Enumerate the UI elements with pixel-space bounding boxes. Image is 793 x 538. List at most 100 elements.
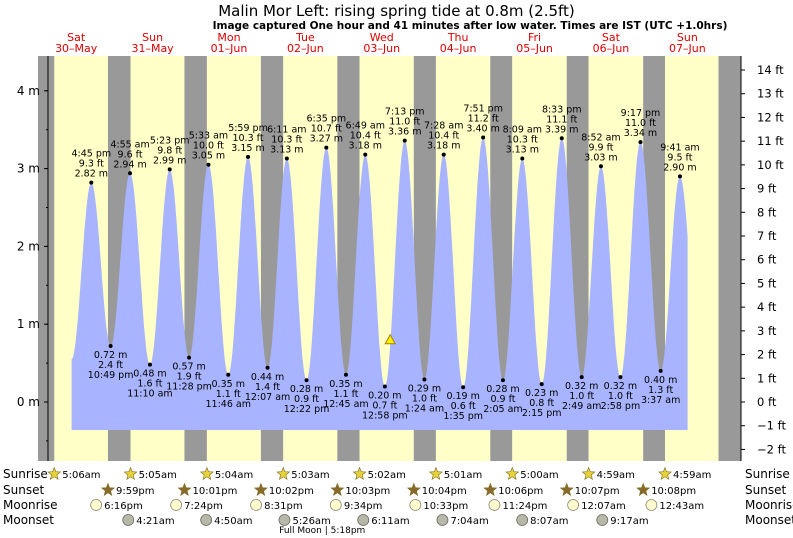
day-name-label: Tue	[295, 31, 315, 44]
low-tide-point	[500, 378, 505, 383]
high-tide-metres-label: 3.36 m	[388, 127, 421, 138]
low-tide-time-label: 2:15 pm	[522, 408, 562, 419]
full-moon-label: Full Moon | 5:18pm	[279, 526, 365, 536]
low-tide-time-label: 10:49 pm	[88, 370, 134, 381]
day-date-label: 03–Jun	[363, 42, 400, 55]
day-name-label: Sun	[677, 31, 698, 44]
high-tide-time-label: 8:33 pm	[542, 104, 582, 115]
sunset-icon	[177, 482, 192, 496]
sunrise-icon	[352, 466, 367, 480]
right-tick-label: 13 ft	[757, 87, 784, 101]
low-tide-feet-label: 1.3 ft	[648, 385, 673, 396]
low-tide-feet-label: 1.1 ft	[333, 389, 358, 400]
sunset-time: 10:07pm	[575, 486, 620, 497]
moonset-icon	[357, 514, 370, 526]
sunset-time: 10:01pm	[192, 486, 237, 497]
low-tide-time-label: 11:28 pm	[166, 382, 212, 393]
low-tide-feet-label: 0.8 ft	[529, 398, 554, 409]
moonset-time: 4:50am	[214, 516, 252, 527]
low-tide-point	[147, 362, 152, 367]
sunset-time: 10:08pm	[651, 486, 696, 497]
right-tick-label: −1 ft	[757, 419, 786, 433]
high-tide-time-label: 4:45 pm	[71, 149, 111, 160]
low-tide-time-label: 1:35 pm	[443, 411, 483, 422]
low-tide-time-label: 2:58 pm	[601, 401, 641, 412]
high-tide-feet-label: 9.8 ft	[157, 145, 182, 156]
high-tide-point	[559, 136, 564, 141]
high-tide-metres-label: 3.27 m	[310, 134, 343, 145]
row-label-left: Sunrise	[3, 467, 48, 481]
tide-area	[71, 137, 688, 430]
low-tide-time-label: 11:46 am	[206, 399, 251, 410]
high-tide-time-label: 6:49 am	[346, 121, 385, 132]
sunset-icon	[253, 482, 268, 496]
day-date-label: 05–Jun	[516, 42, 553, 55]
low-tide-point	[187, 355, 192, 360]
high-tide-time-label: 7:13 pm	[385, 107, 425, 118]
high-tide-point	[89, 180, 94, 185]
high-tide-point	[324, 145, 329, 150]
high-tide-time-label: 6:35 pm	[306, 114, 346, 125]
right-tick-label: 0 ft	[757, 395, 777, 409]
moonset-time: 7:04am	[450, 516, 488, 527]
right-tick-label: 8 ft	[757, 205, 777, 219]
day-name-label: Wed	[370, 31, 394, 44]
day-name-label: Mon	[217, 31, 240, 44]
high-tide-point	[598, 164, 603, 169]
sunset-icon	[330, 482, 345, 496]
low-tide-time-label: 12:45 am	[323, 399, 368, 410]
right-tick-label: 6 ft	[757, 253, 777, 267]
low-tide-metres-label: 0.28 m	[486, 384, 519, 395]
right-tick-label: −2 ft	[757, 442, 786, 456]
high-tide-time-label: 7:51 pm	[463, 103, 503, 114]
sunrise-icon	[123, 466, 138, 480]
right-tick-label: 5 ft	[757, 276, 777, 290]
row-label-left: Moonset	[3, 513, 54, 527]
right-tick-label: 9 ft	[757, 182, 777, 196]
high-tide-time-label: 8:52 am	[581, 132, 620, 143]
high-tide-feet-label: 9.6 ft	[118, 149, 143, 160]
day-name-label: Sat	[67, 31, 86, 44]
day-date-label: 04–Jun	[440, 42, 477, 55]
right-tick-label: 3 ft	[757, 324, 777, 338]
moonrise-icon	[170, 499, 183, 511]
row-label-right: Sunrise	[745, 467, 790, 481]
moonrise-time: 12:07am	[581, 501, 626, 512]
high-tide-time-label: 9:17 pm	[621, 108, 661, 119]
high-tide-feet-label: 11.1 ft	[546, 114, 577, 125]
day-date-label: 31–May	[131, 42, 174, 55]
moonrise-icon	[409, 499, 422, 511]
sunset-time: 10:06pm	[498, 486, 543, 497]
low-tide-metres-label: 0.32 m	[604, 381, 637, 392]
low-tide-metres-label: 0.44 m	[251, 372, 284, 383]
moonrise-time: 11:24pm	[502, 501, 547, 512]
sunrise-icon	[428, 466, 443, 480]
high-tide-point	[402, 138, 407, 143]
high-tide-feet-label: 10.3 ft	[507, 134, 538, 145]
day-date-label: 06–Jun	[593, 42, 630, 55]
sunrise-time: 5:03am	[291, 470, 329, 481]
high-tide-point	[246, 154, 251, 159]
low-tide-time-label: 2:05 am	[483, 404, 522, 415]
high-tide-metres-label: 3.18 m	[427, 141, 460, 152]
low-tide-point	[108, 343, 113, 348]
right-tick-label: 7 ft	[757, 229, 777, 243]
sunset-icon	[406, 482, 421, 496]
tide-curve	[71, 137, 688, 430]
moonset-time: 8:07am	[530, 516, 568, 527]
low-tide-feet-label: 0.9 ft	[294, 394, 319, 405]
high-tide-metres-label: 3.34 m	[624, 128, 657, 139]
high-tide-point	[481, 135, 486, 140]
low-tide-metres-label: 0.35 m	[329, 379, 362, 390]
sunrise-time: 4:59am	[597, 470, 635, 481]
day-date-label: 30–May	[55, 42, 98, 55]
day-date-label: 01–Jun	[211, 42, 248, 55]
low-tide-time-label: 11:10 am	[127, 389, 172, 400]
low-tide-point	[382, 384, 387, 389]
low-tide-feet-label: 0.9 ft	[490, 394, 515, 405]
right-tick-label: 1 ft	[757, 371, 777, 385]
high-tide-time-label: 5:59 pm	[228, 123, 268, 134]
